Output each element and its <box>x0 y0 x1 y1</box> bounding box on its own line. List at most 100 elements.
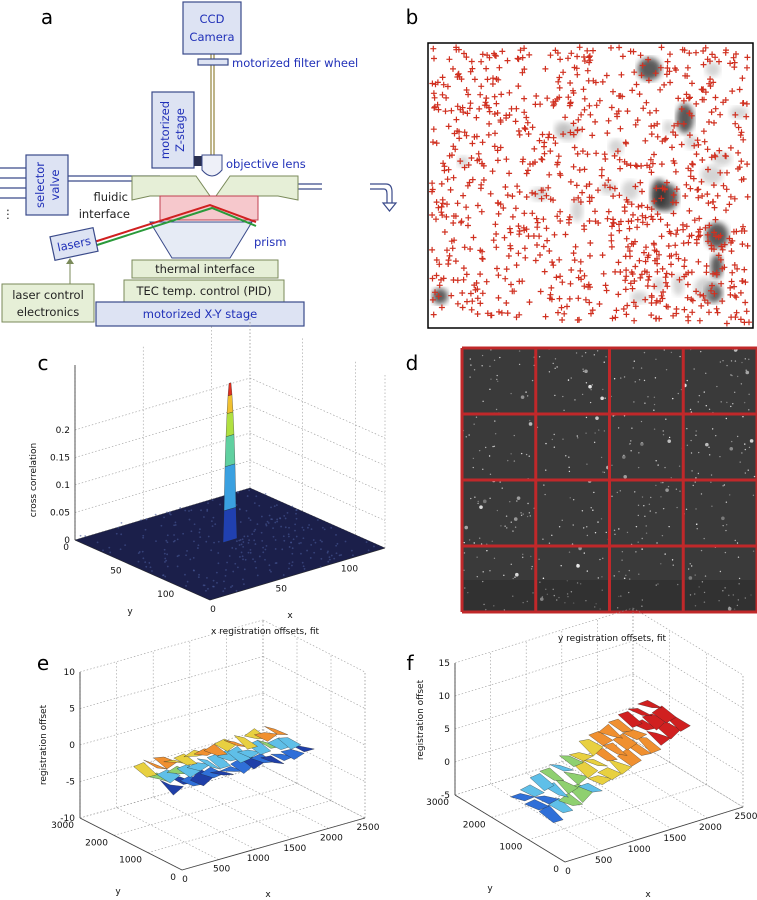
surface-texture <box>284 517 287 520</box>
speckle <box>675 488 678 490</box>
filter-wheel <box>197 58 229 66</box>
speckle <box>629 578 631 580</box>
thermal-label: thermal interface <box>155 262 255 276</box>
speckle <box>527 502 529 505</box>
y-tick-label: 0 <box>170 873 176 883</box>
speckle <box>554 358 557 360</box>
speckle <box>464 525 469 530</box>
selector-label: selector <box>33 162 47 208</box>
y-label: y <box>127 607 133 617</box>
speckle <box>516 500 518 502</box>
surface-texture <box>138 551 141 553</box>
surface-texture <box>188 510 190 512</box>
speckle <box>653 428 656 430</box>
speckle <box>732 403 734 405</box>
surface-texture <box>335 534 337 536</box>
speckle <box>727 606 732 611</box>
surface-texture <box>142 536 145 539</box>
z-tick-label: 0 <box>64 536 70 546</box>
surface-texture <box>247 541 250 544</box>
speckle <box>474 496 476 498</box>
surface-texture <box>270 506 272 509</box>
surface-texture <box>215 571 218 574</box>
surface-texture <box>335 552 338 555</box>
surface-patch <box>253 732 279 742</box>
surface-patch <box>224 740 248 748</box>
speckle <box>463 569 465 571</box>
surface-texture <box>276 520 279 523</box>
surface-texture <box>320 548 322 551</box>
surface-texture <box>236 566 239 569</box>
speckle <box>611 495 613 498</box>
speckle <box>750 594 752 596</box>
grid-line <box>262 619 366 673</box>
speckle <box>716 385 718 388</box>
x-label: x <box>645 890 651 900</box>
surface-texture <box>203 516 205 518</box>
surface-texture <box>242 558 244 561</box>
speckle <box>650 496 652 499</box>
speckle <box>670 476 672 479</box>
surface-texture <box>260 515 263 518</box>
speckle <box>520 395 525 399</box>
speckle <box>640 442 644 446</box>
speckle <box>490 378 492 380</box>
speckle <box>729 494 731 496</box>
speckle <box>620 595 622 597</box>
speckle <box>645 525 647 527</box>
grid-line <box>454 673 634 730</box>
speckle <box>529 419 531 422</box>
surface-texture <box>254 543 257 545</box>
surface-texture <box>164 557 167 560</box>
surface-texture <box>314 541 317 544</box>
surface-texture <box>321 526 324 529</box>
speckle <box>593 491 595 494</box>
speckle <box>738 577 741 580</box>
y-tick-label: 1000 <box>119 856 142 866</box>
speckle <box>561 519 563 521</box>
speckle <box>551 534 553 537</box>
blob <box>676 103 694 134</box>
speckle <box>695 477 697 479</box>
surface-texture <box>253 502 256 504</box>
speckle <box>641 537 643 540</box>
surface-texture <box>272 527 274 530</box>
surface-texture <box>262 546 264 549</box>
speckle <box>748 409 750 411</box>
surface-texture <box>174 521 177 524</box>
surface-texture <box>198 531 201 534</box>
speckle <box>694 593 696 595</box>
speckle <box>468 539 471 541</box>
speckle <box>600 518 603 520</box>
speckle <box>584 352 587 354</box>
speckle <box>463 541 465 544</box>
y-tick-label: 0 <box>553 865 559 875</box>
speckle <box>618 595 620 598</box>
speckle <box>583 552 585 554</box>
blob <box>554 121 570 138</box>
surface-texture <box>271 518 273 521</box>
speckle <box>692 484 694 487</box>
surface-texture <box>287 533 290 536</box>
speckle <box>522 601 524 604</box>
speckle <box>539 597 544 601</box>
speckle <box>493 605 495 607</box>
speckle <box>593 354 596 356</box>
surface-texture <box>288 546 291 548</box>
speckle <box>687 568 690 570</box>
speckle <box>531 565 533 568</box>
surface-texture <box>288 526 290 529</box>
speckle <box>483 603 485 606</box>
speckle <box>705 404 707 407</box>
speckle <box>718 599 720 602</box>
surface-texture <box>231 585 234 587</box>
surface-texture <box>242 578 244 581</box>
speckle <box>704 575 707 577</box>
z-stage-box <box>151 91 195 169</box>
speckle <box>645 532 648 534</box>
speckle <box>553 446 556 448</box>
speckle <box>494 433 497 435</box>
surface-texture <box>189 558 192 561</box>
speckle <box>668 436 671 439</box>
speckle <box>522 553 524 556</box>
